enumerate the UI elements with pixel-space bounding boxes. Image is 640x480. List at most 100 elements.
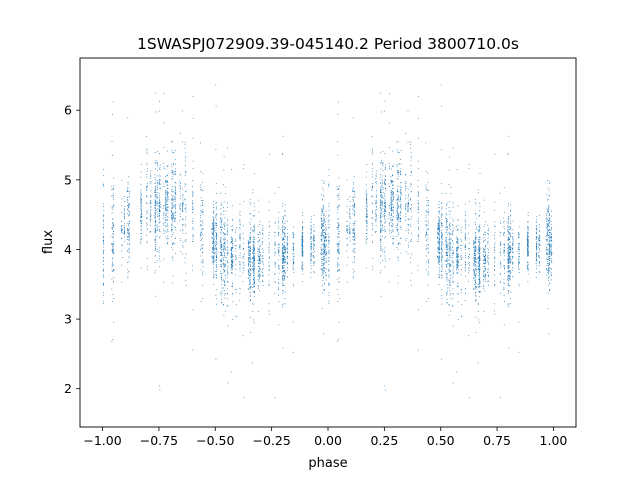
data-point <box>216 266 218 268</box>
data-point <box>283 253 285 255</box>
data-point <box>226 234 228 236</box>
data-point <box>479 249 481 251</box>
data-point <box>487 232 489 234</box>
data-point <box>507 152 509 154</box>
data-point <box>507 205 509 207</box>
data-point <box>234 245 236 246</box>
data-point <box>156 224 158 226</box>
data-point <box>349 215 351 217</box>
data-point <box>212 247 214 249</box>
data-point <box>259 251 261 253</box>
data-point <box>474 222 476 223</box>
data-point <box>215 265 217 267</box>
data-point <box>438 226 440 228</box>
data-point <box>391 201 392 203</box>
data-point <box>550 254 552 256</box>
data-point <box>397 221 399 223</box>
data-point <box>192 220 193 222</box>
data-point <box>503 225 505 227</box>
data-point <box>239 215 241 216</box>
data-point <box>325 229 327 230</box>
data-point <box>400 189 402 190</box>
data-point <box>475 294 477 296</box>
data-point <box>221 247 223 248</box>
data-point <box>380 203 382 205</box>
data-point <box>464 293 466 294</box>
data-point <box>376 195 377 196</box>
data-point <box>140 196 142 198</box>
data-point <box>465 234 467 236</box>
data-point <box>380 236 382 237</box>
data-point <box>262 240 264 242</box>
data-point <box>479 227 481 229</box>
data-point <box>140 211 142 213</box>
data-point <box>526 239 528 240</box>
data-point <box>450 247 452 249</box>
data-point <box>140 216 142 218</box>
data-point <box>397 198 398 200</box>
data-point <box>503 234 505 236</box>
data-point <box>220 223 222 225</box>
data-point <box>215 214 217 216</box>
data-point <box>507 282 509 284</box>
data-point <box>239 275 241 277</box>
data-point <box>475 249 477 251</box>
data-point <box>323 213 325 215</box>
data-point <box>488 274 489 276</box>
data-point <box>446 255 448 256</box>
data-point <box>172 205 174 207</box>
data-point <box>140 198 142 200</box>
data-point <box>155 189 157 191</box>
data-point <box>417 208 419 210</box>
data-point <box>286 256 288 258</box>
data-point <box>211 229 213 231</box>
data-point <box>475 223 476 225</box>
data-point <box>493 251 495 253</box>
data-point <box>172 175 174 177</box>
data-point <box>313 234 315 236</box>
data-point <box>258 270 260 272</box>
data-point <box>154 236 156 237</box>
data-point <box>352 239 354 241</box>
data-point <box>396 166 398 168</box>
data-point <box>408 205 409 207</box>
data-point <box>446 279 448 280</box>
data-point <box>507 249 509 251</box>
data-point <box>221 243 223 245</box>
data-point <box>551 239 553 241</box>
data-point <box>281 276 283 278</box>
data-point <box>140 220 141 222</box>
data-point <box>325 275 327 277</box>
data-point <box>154 227 156 229</box>
data-point <box>458 261 459 262</box>
data-point <box>221 233 223 235</box>
data-point <box>261 272 263 274</box>
data-point <box>277 217 279 219</box>
data-point <box>365 196 367 198</box>
data-point <box>437 260 439 262</box>
data-point <box>325 257 327 259</box>
data-point <box>380 200 382 202</box>
data-point <box>397 204 399 206</box>
data-point <box>493 310 495 312</box>
data-point <box>274 244 276 245</box>
data-point <box>123 212 125 214</box>
data-point <box>452 218 454 220</box>
data-point <box>274 293 276 295</box>
data-point <box>518 283 520 285</box>
data-point <box>518 235 520 237</box>
data-point <box>310 255 312 256</box>
data-point <box>258 257 260 259</box>
data-point <box>457 248 459 249</box>
data-point <box>250 228 251 230</box>
data-point <box>282 278 284 280</box>
data-point <box>235 292 237 293</box>
data-point <box>440 241 442 242</box>
data-point <box>140 226 142 228</box>
data-point <box>149 202 151 204</box>
data-point <box>397 170 399 172</box>
data-point <box>223 239 225 241</box>
data-point <box>483 211 485 213</box>
data-point <box>231 263 232 265</box>
data-point <box>249 254 251 256</box>
